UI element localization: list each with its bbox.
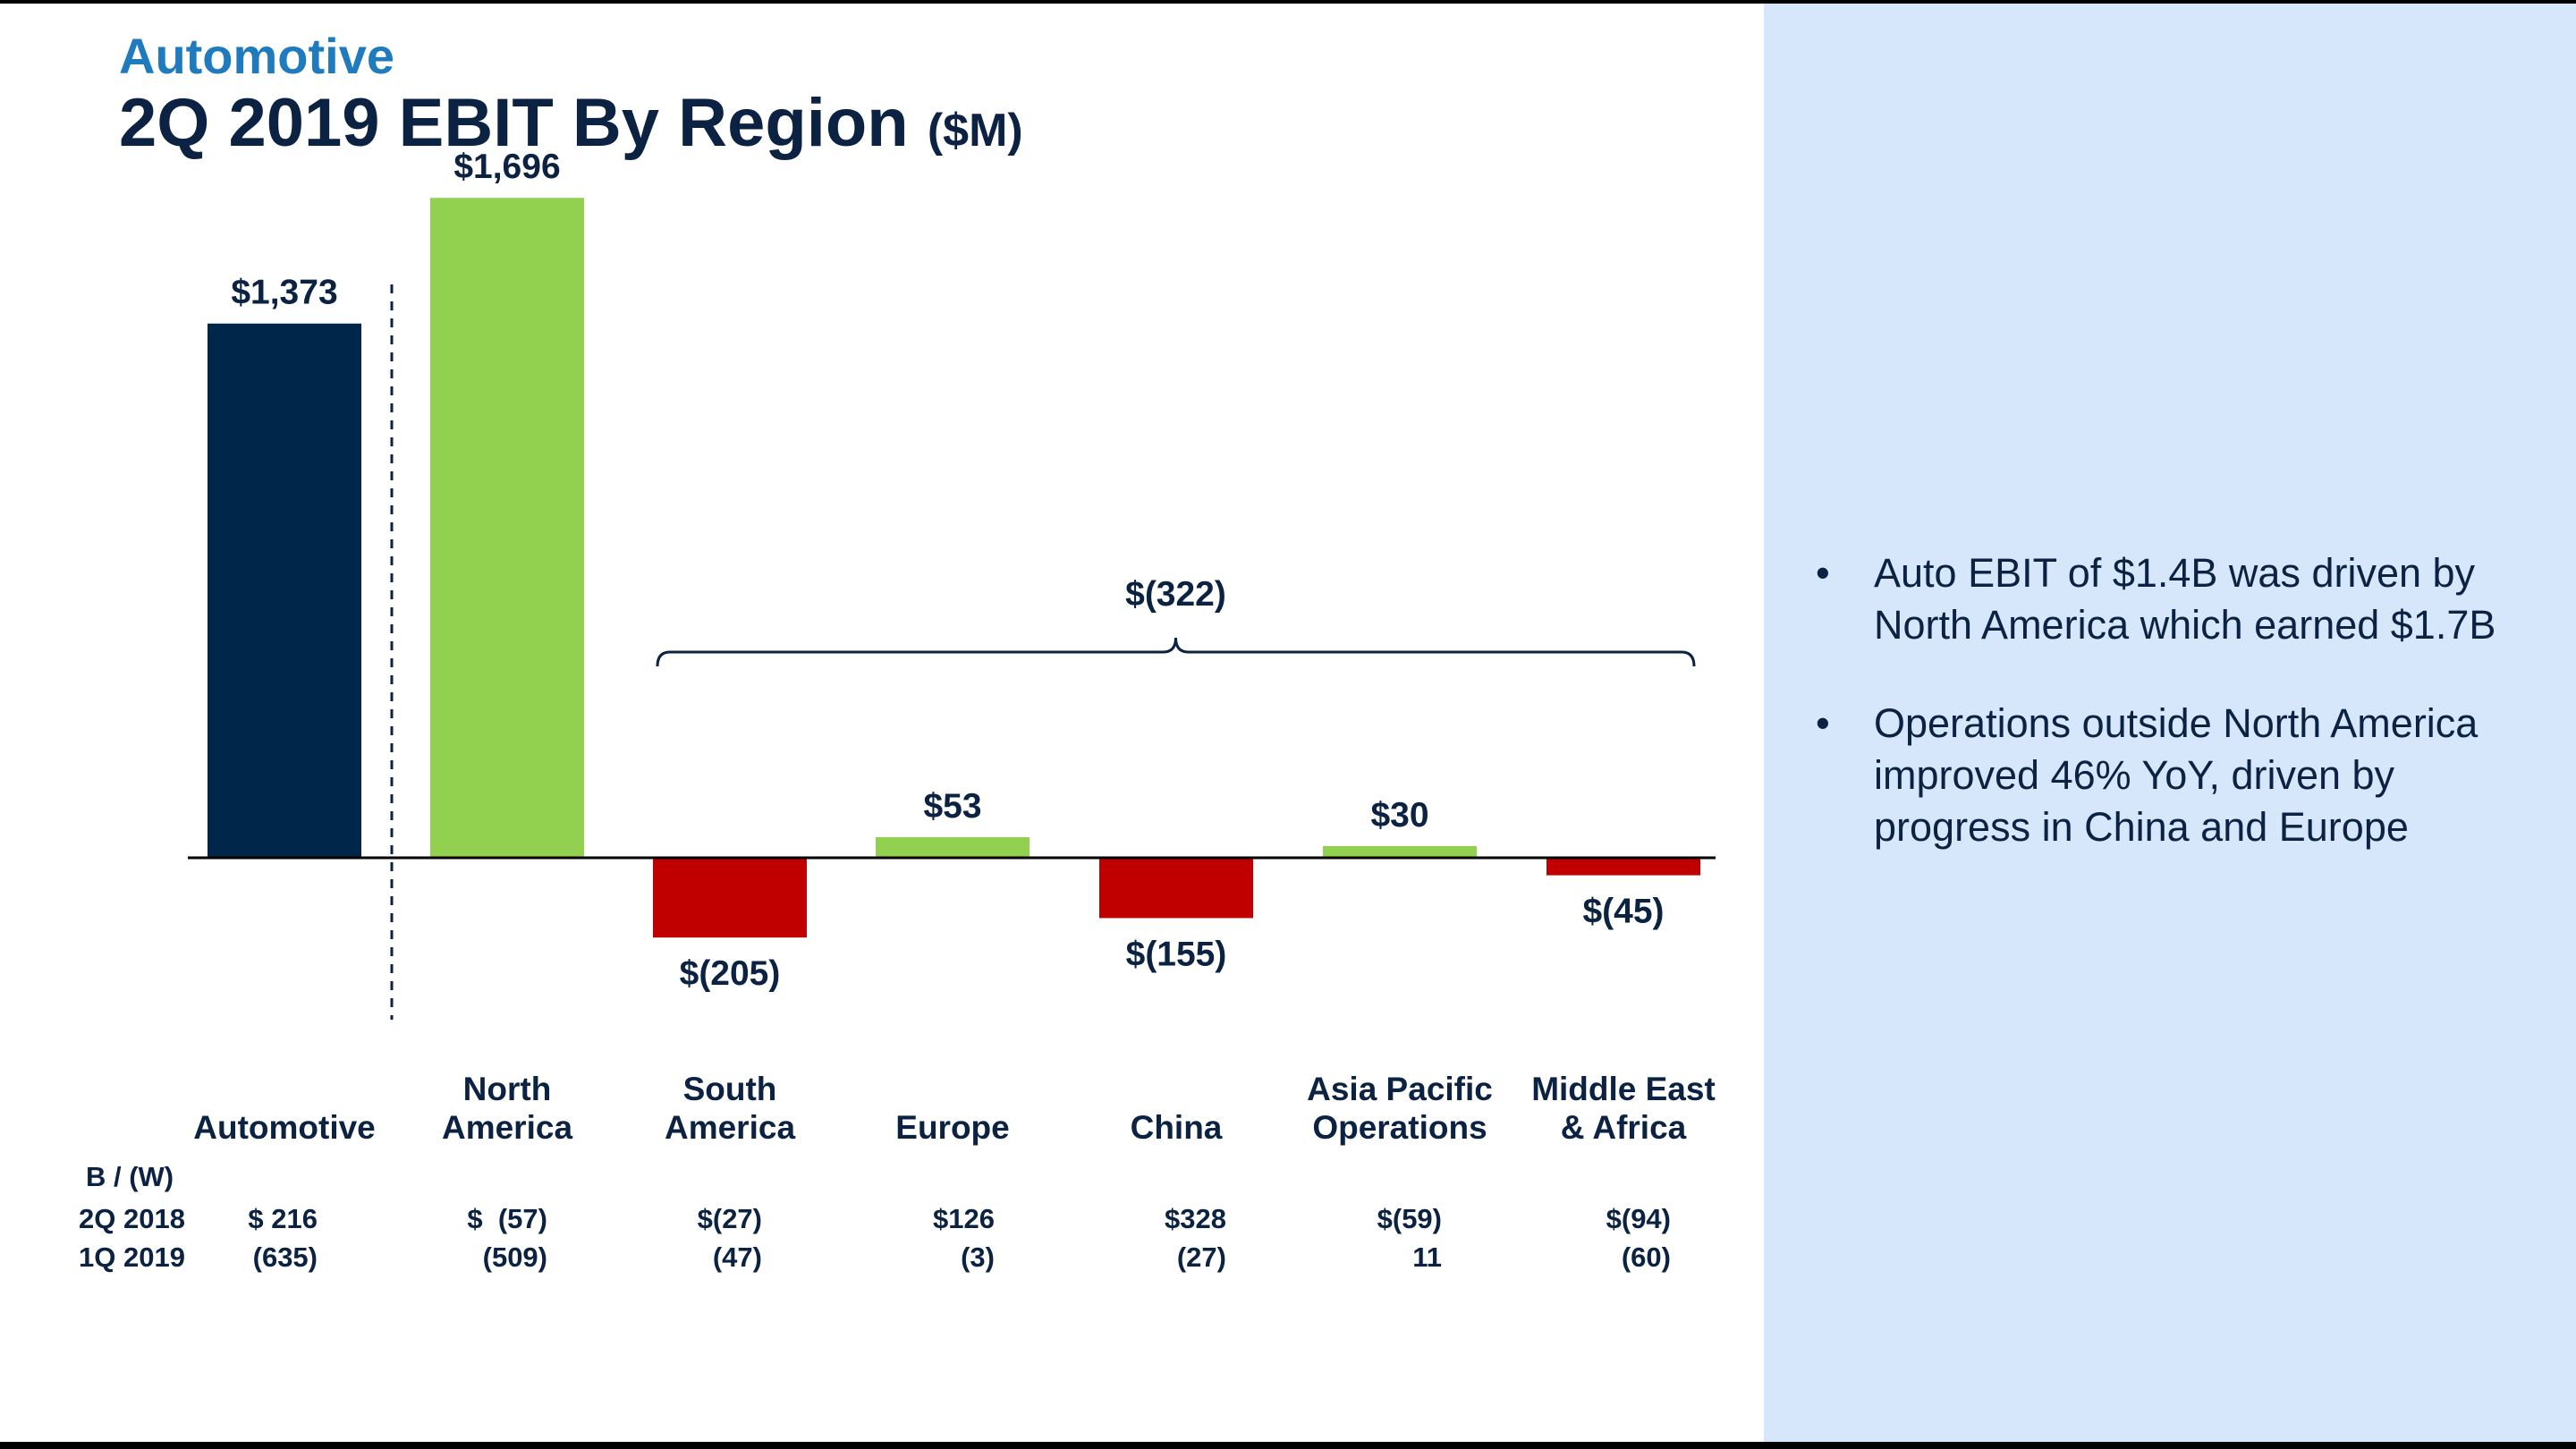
category-label-5: Asia Pacific	[1307, 1071, 1493, 1107]
table-cell: (3)	[961, 1241, 995, 1273]
table-cell: $ (57)	[467, 1203, 547, 1234]
data-label-6: $(45)	[1582, 893, 1664, 931]
table-cell: $(94)	[1606, 1203, 1671, 1234]
category-label-2: America	[665, 1109, 795, 1146]
bullet-glyph: •	[1816, 550, 1830, 596]
bullet-item: • Auto EBIT of $1.4B was driven by North …	[1816, 547, 2549, 651]
table-cell: 11	[1412, 1241, 1442, 1273]
category-label-0: Automotive	[193, 1109, 376, 1146]
category-label-2: South	[683, 1071, 777, 1107]
table-header-label: B / (W)	[86, 1161, 174, 1192]
section-subtitle: Automotive	[119, 28, 394, 84]
category-label-6: & Africa	[1561, 1109, 1687, 1146]
table-cell: (635)	[252, 1241, 318, 1273]
category-label-5: Operations	[1312, 1109, 1487, 1146]
title-unit: ($M)	[927, 105, 1023, 157]
table-cell: $(59)	[1377, 1203, 1442, 1234]
data-label-4: $(155)	[1126, 935, 1227, 973]
commentary-bullets: • Auto EBIT of $1.4B was driven by North …	[1816, 547, 2549, 900]
data-label-1: $1,696	[453, 148, 560, 186]
page-title: 2Q 2019 EBIT By Region ($M)	[119, 84, 1023, 162]
data-label-2: $(205)	[680, 954, 781, 993]
category-label-6: Middle East	[1531, 1071, 1716, 1107]
ebit-bar-chart: $1,373Automotive$1,696NorthAmerica$(205)…	[188, 148, 1716, 1146]
bullet-text: Auto EBIT of $1.4B was driven by North A…	[1874, 550, 2496, 648]
category-label-1: North	[463, 1071, 552, 1107]
bullet-item: • Operations outside North America improv…	[1816, 698, 2549, 853]
data-label-0: $1,373	[231, 274, 337, 312]
table-cell: $328	[1165, 1203, 1226, 1234]
bracket-label: $(322)	[1125, 575, 1226, 614]
table-cell: (27)	[1176, 1241, 1226, 1273]
bullet-glyph: •	[1816, 700, 1830, 746]
category-label-1: America	[442, 1109, 572, 1146]
table-cell: $ 216	[248, 1203, 318, 1234]
bullet-text: Operations outside North America improve…	[1874, 700, 2479, 850]
top-rule	[0, 0, 2576, 4]
bracket-brace	[656, 637, 1696, 667]
bar-3	[876, 836, 1030, 858]
title-text: 2Q 2019 EBIT By Region	[119, 85, 909, 161]
category-label-3: Europe	[895, 1109, 1009, 1146]
table-cell: $126	[933, 1203, 995, 1234]
table-cell: (47)	[712, 1241, 762, 1273]
category-label-4: China	[1131, 1109, 1223, 1146]
bar-5	[1323, 845, 1477, 858]
table-cell: $(27)	[697, 1203, 762, 1234]
data-label-5: $30	[1370, 796, 1428, 835]
table-row-label: 1Q 2019	[79, 1241, 185, 1273]
bar-4	[1099, 858, 1253, 919]
bar-6	[1546, 858, 1700, 876]
bar-0	[208, 323, 361, 858]
bar-1	[430, 198, 584, 859]
bar-2	[653, 858, 807, 938]
bottom-rule	[0, 1442, 2576, 1449]
table-row-label: 2Q 2018	[79, 1203, 185, 1234]
table-cell: (509)	[482, 1241, 547, 1273]
data-label-3: $53	[923, 787, 981, 826]
table-cell: (60)	[1621, 1241, 1671, 1273]
commentary-panel	[1764, 4, 2576, 1442]
